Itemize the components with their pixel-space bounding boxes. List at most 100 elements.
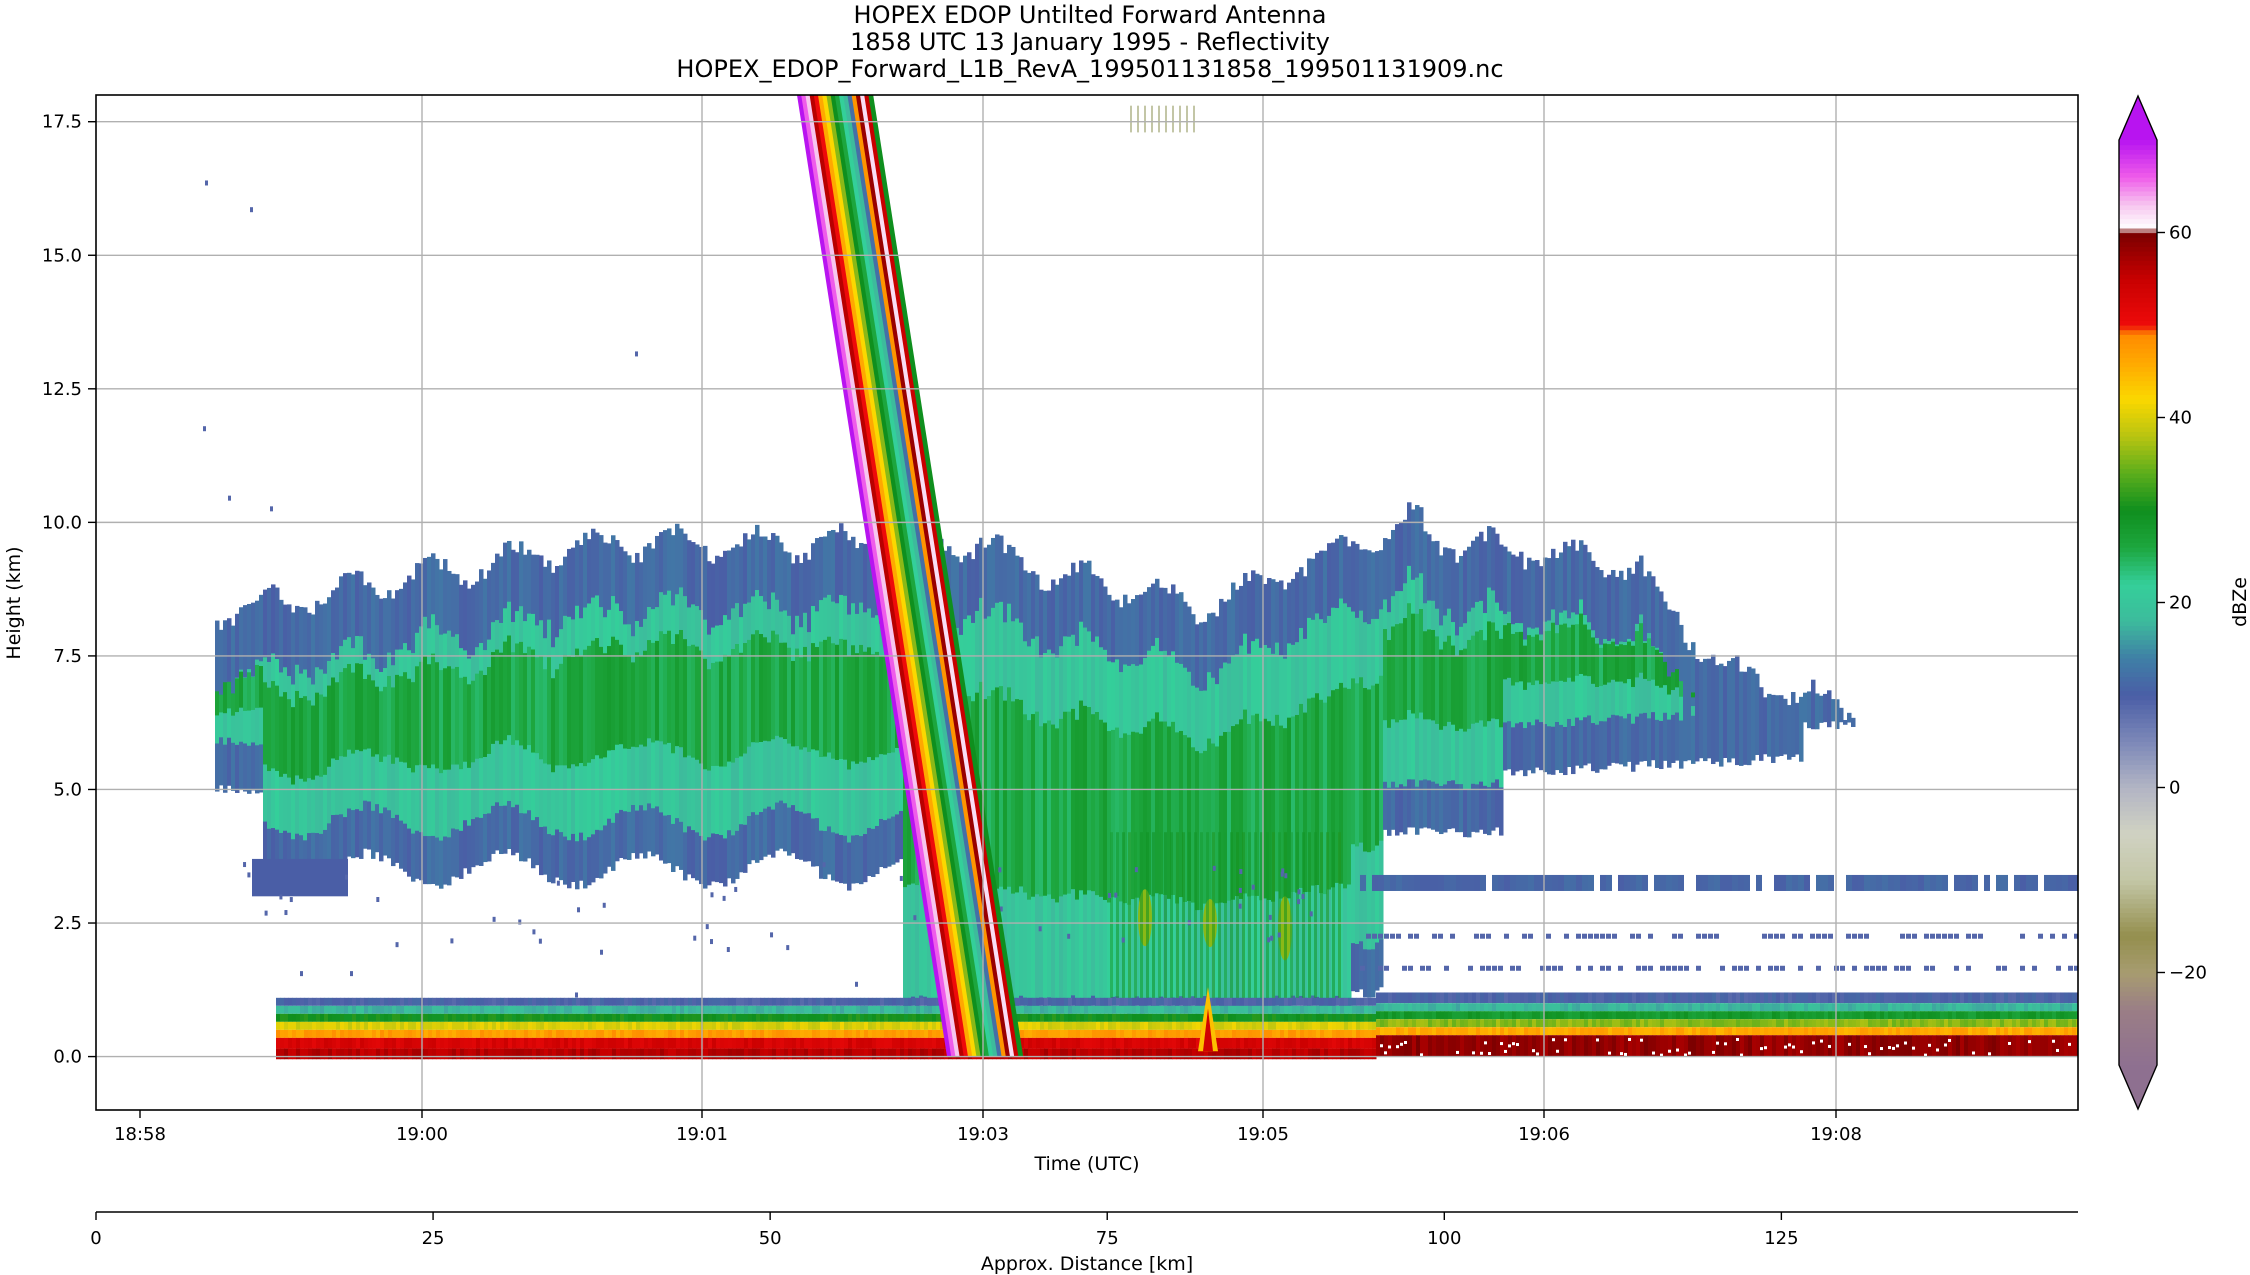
surface-cell — [2036, 1035, 2041, 1057]
low-cloud-cell — [2050, 933, 2055, 939]
surface-cell — [2012, 992, 2017, 1004]
surface-cell — [2008, 1027, 2013, 1036]
surface-cell — [1124, 997, 1129, 1006]
surface-cell — [1320, 1021, 1325, 1030]
echo-center — [1619, 644, 1624, 682]
echo-center — [987, 696, 992, 888]
low-cloud-cell — [1696, 874, 1702, 891]
surface-cell — [1668, 1011, 1673, 1020]
surface-cell — [1960, 1035, 1965, 1057]
surface-cell — [1992, 992, 1997, 1004]
surface-cell — [1216, 1048, 1221, 1060]
surface-cell — [448, 1005, 453, 1014]
surface-cell — [728, 1021, 733, 1030]
surface-cell — [1452, 1019, 1457, 1028]
colorbar-segment — [2119, 352, 2157, 358]
surface-cell — [1356, 997, 1361, 1006]
surface-cell — [1244, 1021, 1249, 1030]
surface-cell — [1444, 1003, 1449, 1012]
surface-cell — [408, 1037, 413, 1049]
surface-cell — [808, 1037, 813, 1049]
surface-cell — [1156, 1048, 1161, 1060]
surface-cell — [684, 1048, 689, 1060]
echo-center — [1155, 712, 1160, 894]
surface-cell — [1976, 1019, 1981, 1028]
echo-column — [1803, 692, 1808, 723]
surface-cell — [1900, 992, 1905, 1004]
low-cloud-cell — [1858, 874, 1864, 891]
surface-cell — [688, 997, 693, 1006]
low-cloud-cell — [2050, 874, 2056, 891]
surface-cell — [1872, 1003, 1877, 1012]
surface-cell — [1280, 997, 1285, 1006]
surface-cell — [1812, 1019, 1817, 1028]
surface-cell — [2032, 1035, 2037, 1057]
echo-center — [1563, 623, 1568, 682]
surface-cell — [856, 1048, 861, 1060]
surface-cell — [612, 1037, 617, 1049]
surface-cell — [920, 1013, 925, 1022]
surface-cell — [652, 1048, 657, 1060]
surface-cell — [932, 1005, 937, 1014]
surface-cell — [344, 1013, 349, 1022]
surface-cell — [508, 1021, 513, 1030]
surface-cell — [312, 1021, 317, 1030]
echo-center — [1355, 683, 1360, 847]
low-cloud-cell — [1528, 933, 1533, 939]
surface-cell — [276, 1029, 281, 1038]
surface-cell — [1640, 1003, 1645, 1012]
surface-cell — [1192, 1029, 1197, 1038]
surface-cell — [1252, 1048, 1257, 1060]
echo-center — [623, 655, 628, 749]
surface-cell — [292, 997, 297, 1006]
surface-cell — [684, 1021, 689, 1030]
surface-cell — [1588, 1011, 1593, 1020]
surface-cell — [1836, 1003, 1841, 1012]
echo-center — [419, 661, 424, 765]
surface-cell — [1104, 997, 1109, 1006]
surface-cell — [1060, 997, 1065, 1006]
surface-cell — [1316, 997, 1321, 1006]
surface-cell — [2056, 1035, 2061, 1057]
surface-cell — [1500, 1011, 1505, 1020]
surface-cell — [276, 1021, 281, 1030]
echo-center — [1391, 626, 1396, 720]
surface-cell — [540, 1048, 545, 1060]
surface-cell — [448, 1037, 453, 1049]
echo-center — [851, 645, 856, 762]
surface-cell — [1056, 1048, 1061, 1060]
surface-cell — [1304, 1005, 1309, 1014]
surface-cell — [1892, 1011, 1897, 1020]
surface-cell — [1232, 1021, 1237, 1030]
surface-cell — [380, 1005, 385, 1014]
surface-cell — [1264, 1021, 1269, 1030]
surface-cell — [900, 1029, 905, 1038]
surface-cell — [1620, 1003, 1625, 1012]
surface-cell — [1088, 1021, 1093, 1030]
low-cloud-cell — [2068, 965, 2073, 971]
surface-cell — [1904, 1035, 1909, 1057]
surface-cell — [388, 1029, 393, 1038]
surface-cell — [1932, 1027, 1937, 1036]
surface-cell — [676, 1013, 681, 1022]
surface-cell — [520, 1021, 525, 1030]
low-cloud-cell — [1576, 965, 1581, 971]
echo-speck — [538, 938, 542, 944]
surface-cell — [1236, 1005, 1241, 1014]
surface-cell — [1380, 1011, 1385, 1020]
surface-cell — [1868, 1003, 1873, 1012]
surface-cell — [1544, 1003, 1549, 1012]
colorbar-segment — [2119, 547, 2157, 553]
surface-cell — [440, 1013, 445, 1022]
surface-cell — [2056, 1019, 2061, 1028]
surface-gap — [1628, 1037, 1631, 1041]
surface-cell — [740, 1013, 745, 1022]
surface-cell — [348, 1021, 353, 1030]
surface-cell — [744, 997, 749, 1006]
surface-cell — [1872, 1011, 1877, 1020]
surface-cell — [732, 1021, 737, 1030]
surface-cell — [816, 1013, 821, 1022]
surface-cell — [1140, 1048, 1145, 1060]
surface-cell — [800, 1048, 805, 1060]
surface-cell — [1432, 1035, 1437, 1057]
